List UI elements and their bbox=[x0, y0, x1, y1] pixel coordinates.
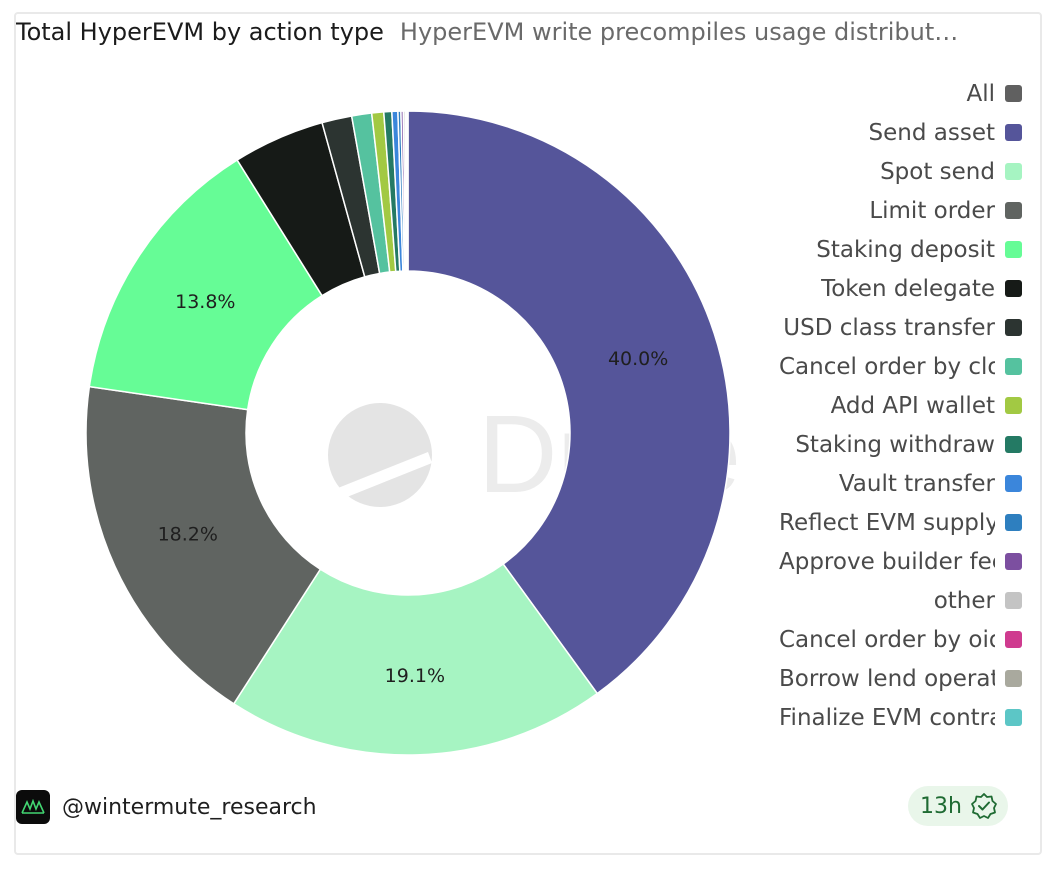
legend-label: Limit order bbox=[869, 197, 995, 224]
legend-item[interactable]: Spot send bbox=[760, 152, 1022, 191]
legend-item[interactable]: Cancel order by oid bbox=[760, 620, 1022, 659]
legend-label: Cancel order by cloid bbox=[779, 353, 995, 380]
legend-swatch bbox=[1005, 358, 1022, 375]
legend-swatch bbox=[1005, 475, 1022, 492]
legend-item[interactable]: Finalize EVM contract bbox=[760, 698, 1022, 737]
legend-swatch bbox=[1005, 670, 1022, 687]
donut-chart: Dune 40.0%19.1%18.2%13.8% bbox=[85, 110, 741, 756]
legend-item[interactable]: Approve builder fee bbox=[760, 542, 1022, 581]
legend-item[interactable]: Staking deposit bbox=[760, 230, 1022, 269]
legend-swatch bbox=[1005, 319, 1022, 336]
legend-item[interactable]: USD class transfer bbox=[760, 308, 1022, 347]
legend-swatch bbox=[1005, 553, 1022, 570]
legend-label: Vault transfer bbox=[838, 470, 995, 497]
wintermute-logo-icon bbox=[21, 799, 45, 814]
legend-label: Borrow lend operation bbox=[779, 665, 995, 692]
legend-label: Reflect EVM supply bbox=[779, 509, 995, 536]
legend-swatch bbox=[1005, 241, 1022, 258]
legend-swatch bbox=[1005, 514, 1022, 531]
dune-logo-icon bbox=[328, 403, 432, 507]
legend-swatch bbox=[1005, 202, 1022, 219]
legend-swatch bbox=[1005, 631, 1022, 648]
slice-send-asset[interactable] bbox=[407, 110, 731, 695]
legend-item[interactable]: All bbox=[760, 74, 1022, 113]
freshness-badge[interactable]: 13h bbox=[908, 786, 1008, 826]
legend-swatch bbox=[1005, 709, 1022, 726]
legend-label: Token delegate bbox=[821, 275, 995, 302]
slice-data-label: 13.8% bbox=[175, 291, 235, 313]
legend-swatch bbox=[1005, 280, 1022, 297]
legend-item[interactable]: Vault transfer bbox=[760, 464, 1022, 503]
legend-item[interactable]: Reflect EVM supply bbox=[760, 503, 1022, 542]
legend-swatch bbox=[1005, 397, 1022, 414]
legend-label: Send asset bbox=[868, 119, 995, 146]
legend-item[interactable]: Cancel order by cloid bbox=[760, 347, 1022, 386]
legend-swatch bbox=[1005, 124, 1022, 141]
legend-item[interactable]: Send asset bbox=[760, 113, 1022, 152]
dune-logo-stripe bbox=[338, 452, 432, 499]
legend-label: Staking withdraw bbox=[795, 431, 995, 458]
chart-legend: All Send asset Spot send Limit order Staking… bbox=[760, 74, 1022, 737]
legend-swatch bbox=[1005, 163, 1022, 180]
chart-header: Total HyperEVM by action type HyperEVM w… bbox=[16, 18, 1016, 58]
legend-label: Finalize EVM contract bbox=[779, 704, 995, 731]
legend-label: USD class transfer bbox=[783, 314, 995, 341]
legend-label: Spot send bbox=[880, 158, 995, 185]
legend-label: Approve builder fee bbox=[779, 548, 995, 575]
slice-data-label: 40.0% bbox=[608, 348, 668, 370]
author-username: @wintermute_research bbox=[62, 794, 317, 820]
legend-item[interactable]: Staking withdraw bbox=[760, 425, 1022, 464]
legend-item[interactable]: Add API wallet bbox=[760, 386, 1022, 425]
legend-item[interactable]: Borrow lend operation bbox=[760, 659, 1022, 698]
slice-limit-order[interactable] bbox=[85, 385, 322, 705]
legend-swatch bbox=[1005, 592, 1022, 609]
freshness-age: 13h bbox=[920, 793, 962, 819]
legend-swatch bbox=[1005, 85, 1022, 102]
legend-label: Cancel order by oid bbox=[779, 626, 995, 653]
chart-title: Total HyperEVM by action type bbox=[16, 18, 384, 46]
slice-staking-deposit[interactable] bbox=[88, 159, 324, 411]
verified-check-icon bbox=[971, 793, 997, 819]
legend-item[interactable]: Limit order bbox=[760, 191, 1022, 230]
slice-finalize-evm-contract[interactable] bbox=[406, 110, 409, 272]
legend-label: All bbox=[966, 80, 995, 107]
legend-item[interactable]: Token delegate bbox=[760, 269, 1022, 308]
legend-item[interactable]: other bbox=[760, 581, 1022, 620]
slice-spot-send[interactable] bbox=[232, 563, 599, 756]
legend-label: other bbox=[933, 587, 995, 614]
avatar bbox=[16, 790, 50, 824]
legend-swatch bbox=[1005, 436, 1022, 453]
legend-label: Staking deposit bbox=[816, 236, 995, 263]
slice-data-label: 18.2% bbox=[158, 523, 218, 545]
author[interactable]: @wintermute_research bbox=[16, 790, 317, 824]
legend-label: Add API wallet bbox=[830, 392, 995, 419]
slice-data-label: 19.1% bbox=[385, 665, 445, 687]
